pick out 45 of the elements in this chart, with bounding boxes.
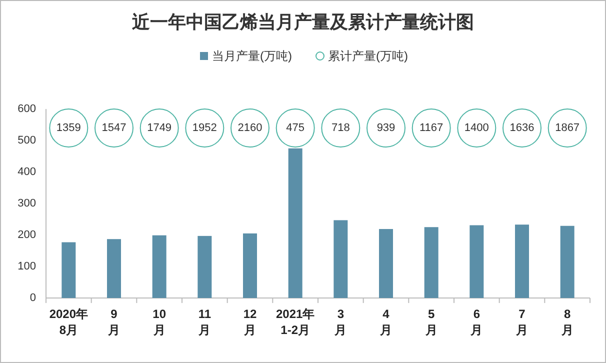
bar: [424, 227, 438, 298]
y-tick-label: 500: [18, 134, 36, 146]
legend-label: 当月产量(万吨): [212, 49, 292, 63]
bar: [198, 236, 212, 298]
x-tick-label: 4 月: [379, 307, 392, 337]
annotation: 2160: [238, 122, 262, 134]
bar: [243, 233, 257, 298]
bar: [107, 239, 121, 298]
annotation: 1636: [510, 122, 534, 134]
x-tick-label: 8 月: [560, 307, 574, 337]
bar: [334, 220, 348, 298]
x-tick-label: 5 月: [424, 307, 438, 337]
annotation: 1400: [464, 122, 489, 134]
y-tick-label: 100: [18, 260, 36, 272]
annotation: 939: [376, 122, 396, 134]
chart-title: 近一年中国乙烯当月产量及累计产量统计图: [131, 12, 474, 32]
x-tick-label: 10 月: [152, 307, 166, 337]
annotation: 1749: [147, 122, 172, 134]
bar: [470, 225, 484, 298]
x-tick-label: 2021年 1-2月: [276, 307, 315, 337]
legend-label: 累计产量(万吨): [328, 49, 408, 63]
x-tick-label: 6 月: [470, 307, 483, 337]
annotation: 475: [286, 122, 305, 134]
annotation: 718: [331, 122, 350, 134]
y-tick-label: 400: [18, 166, 36, 178]
y-tick-label: 0: [30, 292, 36, 304]
bar: [560, 226, 574, 298]
bar: [152, 235, 166, 298]
bar: [62, 242, 76, 298]
y-tick-label: 300: [18, 198, 36, 210]
bar: [379, 229, 393, 298]
annotation: 1167: [420, 122, 444, 134]
x-tick-label: 9 月: [107, 307, 120, 337]
x-tick-label: 12 月: [243, 307, 257, 337]
x-tick-label: 2020年 8月: [49, 307, 88, 337]
annotation: 1359: [56, 122, 81, 134]
bar: [515, 224, 529, 298]
y-tick-label: 200: [18, 229, 36, 241]
annotation: 1547: [102, 122, 126, 134]
annotation: 1952: [192, 122, 217, 134]
x-tick-label: 7 月: [515, 307, 528, 337]
y-tick-label: 600: [18, 103, 36, 115]
x-tick-label: 11 月: [198, 307, 212, 337]
annotation: 1867: [555, 122, 580, 134]
x-tick-label: 3 月: [334, 307, 347, 337]
